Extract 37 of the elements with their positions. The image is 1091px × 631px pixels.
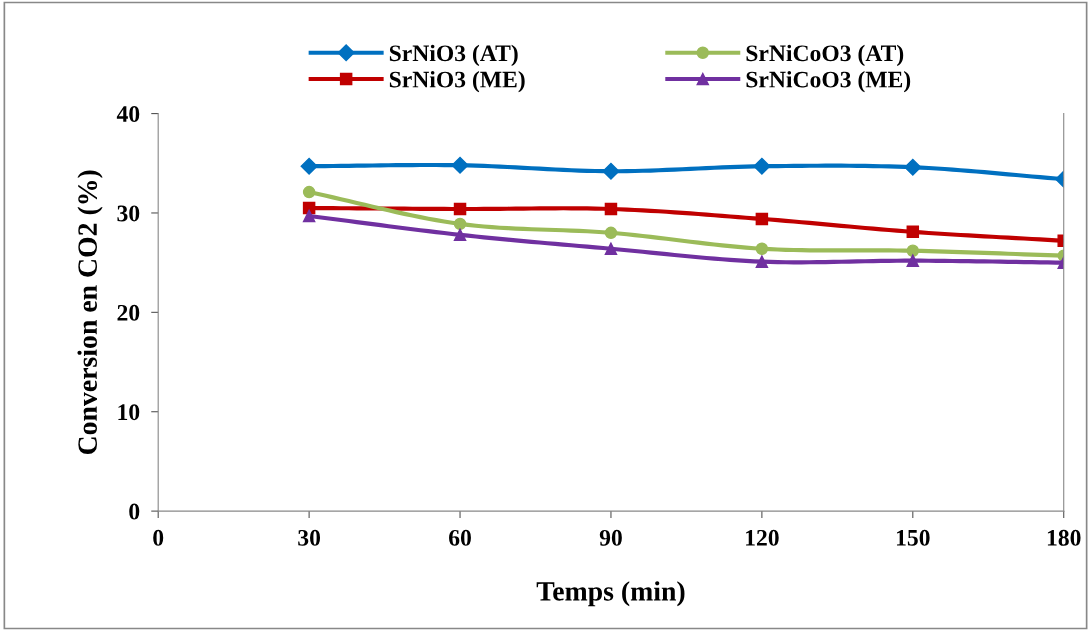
point [604, 242, 618, 255]
y-tick-label: 20 [117, 304, 140, 321]
point [906, 225, 920, 239]
x-tick-label: 0 [153, 529, 164, 546]
legend-label: SrNiO3 (ME) [389, 70, 525, 93]
point [604, 202, 618, 216]
point [755, 242, 769, 255]
point [300, 157, 318, 175]
y-tick-label: 30 [117, 205, 140, 222]
point [753, 157, 771, 175]
point [453, 228, 467, 242]
point [906, 244, 920, 257]
point [904, 158, 922, 176]
point [453, 217, 467, 231]
legend-label: SrNiCoO3 (ME) [746, 70, 911, 93]
x-tick-label: 180 [1047, 529, 1081, 546]
point [906, 254, 920, 267]
x-tick-label: 90 [599, 529, 622, 546]
x-axis-title: Temps (min) [536, 581, 685, 607]
x-tick-label: 120 [746, 529, 779, 546]
x-tick-label: 60 [449, 529, 471, 546]
legend-label: SrNiCoO3 (AT) [746, 44, 904, 67]
point [755, 255, 769, 268]
point [302, 185, 316, 199]
point [451, 156, 469, 174]
point [755, 212, 769, 226]
point [302, 209, 316, 223]
point [453, 202, 467, 216]
y-tick-label: 0 [129, 503, 140, 520]
y-axis-title: Conversion en CO2 (%) [77, 170, 103, 455]
y-tick-label: 40 [116, 106, 140, 122]
x-tick-label: 30 [298, 529, 321, 546]
point [604, 226, 618, 240]
point [602, 162, 620, 180]
x-tick-label: 150 [896, 529, 930, 546]
y-tick-label: 10 [118, 404, 140, 421]
legend-label: SrNiO3 (AT) [389, 44, 518, 67]
